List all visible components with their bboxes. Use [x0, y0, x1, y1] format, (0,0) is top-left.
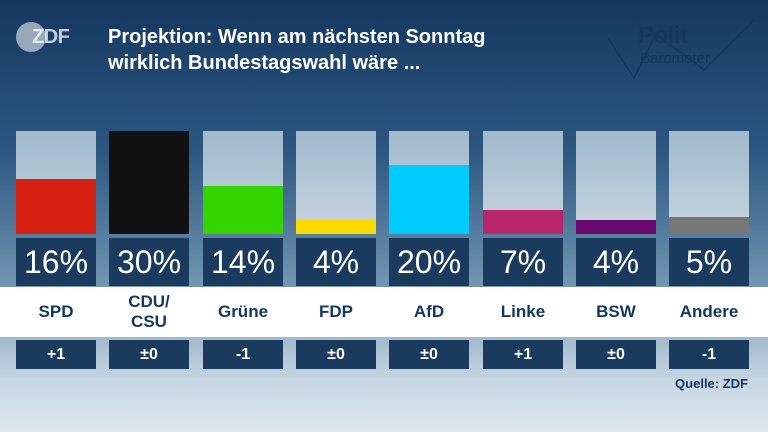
- bar-background: [109, 131, 189, 234]
- change-label: ±0: [296, 340, 376, 369]
- category-label: BSW: [596, 302, 636, 321]
- category-label: SPD: [38, 302, 74, 321]
- change-label: -1: [669, 340, 749, 369]
- bar: [669, 217, 749, 234]
- change-label: +1: [483, 340, 563, 369]
- bar: [389, 165, 469, 234]
- change-label: ±0: [576, 340, 656, 369]
- bar-background: [16, 131, 96, 234]
- category-label: Andere: [679, 302, 739, 321]
- value-label: 14%: [203, 238, 283, 286]
- bar-background: [483, 131, 563, 234]
- bar: [483, 210, 563, 234]
- value-label: 4%: [576, 238, 656, 286]
- value-label: 7%: [483, 238, 563, 286]
- politbarometer-logo-line-2: Barometer: [640, 50, 711, 67]
- bar-background: [296, 131, 376, 234]
- category-label: Grüne: [217, 302, 269, 321]
- change-label: -1: [203, 340, 283, 369]
- chart-title: Projektion: Wenn am nächsten Sonntag wir…: [108, 24, 578, 76]
- category-label: Linke: [500, 302, 546, 321]
- value-label: 16%: [16, 238, 96, 286]
- value-label: 20%: [389, 238, 469, 286]
- bar: [16, 179, 96, 234]
- category-label: CDU/ CSU: [128, 292, 170, 331]
- politbarometer-logo-line-1: Polit: [638, 22, 688, 49]
- bar: [296, 220, 376, 234]
- change-label: ±0: [389, 340, 469, 369]
- politbarometer-logo: Polit Barometer: [604, 12, 756, 82]
- change-label: ±0: [109, 340, 189, 369]
- bar: [576, 220, 656, 234]
- zdf-logo-circle: [16, 22, 46, 52]
- bar-background: [669, 131, 749, 234]
- source-note: Quelle: ZDF: [675, 376, 748, 391]
- value-label: 30%: [109, 238, 189, 286]
- category-label: AfD: [413, 302, 445, 321]
- zdf-logo: ZDF: [16, 22, 72, 52]
- chart-title-line-2: wirklich Bundestagswahl wäre ...: [108, 52, 421, 74]
- bar: [203, 186, 283, 234]
- politbarometer-zigzag-icon: [607, 19, 755, 80]
- bar-background: [576, 131, 656, 234]
- bar: [109, 131, 189, 234]
- change-label: +1: [16, 340, 96, 369]
- party-label-strip: [0, 287, 768, 337]
- chart-title-line-1: Projektion: Wenn am nächsten Sonntag: [108, 26, 486, 48]
- zdf-logo-text: ZDF: [32, 26, 70, 48]
- category-label: FDP: [319, 302, 353, 321]
- bar-background: [389, 131, 469, 234]
- value-label: 4%: [296, 238, 376, 286]
- bar-background: [203, 131, 283, 234]
- value-label: 5%: [669, 238, 749, 286]
